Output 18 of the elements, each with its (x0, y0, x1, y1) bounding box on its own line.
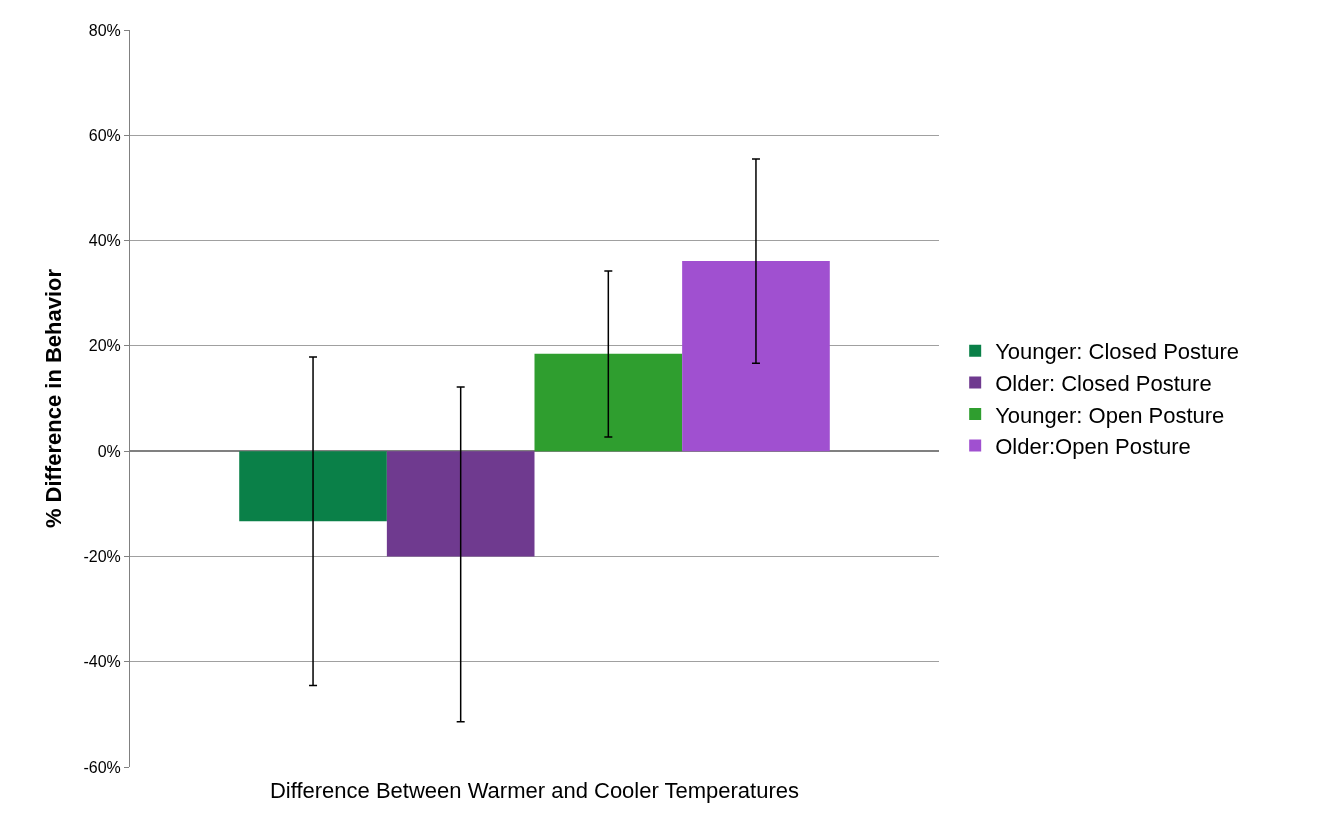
bar (239, 451, 387, 522)
y-tick-label: -20% (83, 548, 121, 566)
bar (682, 261, 830, 452)
bar (534, 353, 683, 452)
legend-label: Younger: Open Posture (995, 402, 1225, 428)
bar (386, 451, 535, 557)
y-tick-label: 0% (97, 442, 121, 460)
y-axis-title: % Difference in Behavior (41, 268, 67, 529)
y-tick-label: 40% (88, 232, 121, 250)
y-tick-label: -40% (83, 653, 121, 671)
legend-label: Older:Open Posture (995, 434, 1191, 460)
y-tick-label: 60% (88, 126, 121, 144)
x-axis-title: Difference Between Warmer and Cooler Temperatures (269, 777, 800, 803)
legend-label: Older: Closed Posture (995, 370, 1212, 396)
legend-label: Younger: Closed Posture (995, 339, 1239, 365)
y-tick-label: -60% (83, 758, 121, 776)
y-tick-label: 20% (88, 337, 121, 355)
y-tick-label: 80% (88, 21, 121, 39)
